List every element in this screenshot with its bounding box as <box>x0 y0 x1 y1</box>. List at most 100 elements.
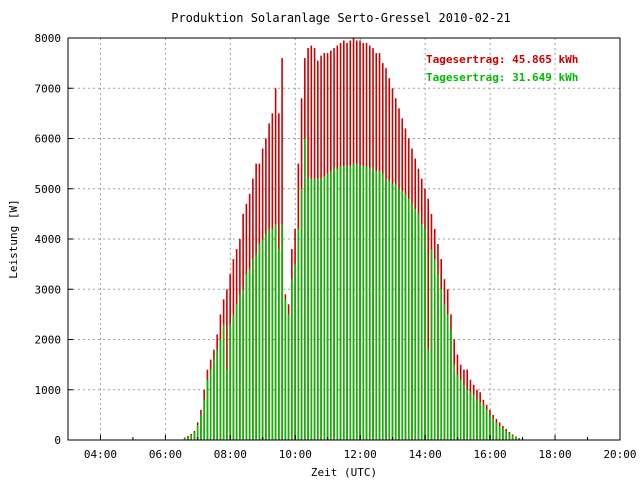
bar-series-2 <box>479 402 481 440</box>
bar-series-2 <box>291 279 293 440</box>
legend-entry-2: Tagesertrag: 31.649 kWh <box>426 71 578 84</box>
bar-series-2 <box>339 166 342 440</box>
bar-series-2 <box>446 314 449 440</box>
bar-series-2 <box>216 349 218 440</box>
bar-series-2 <box>196 424 199 440</box>
bar-series-2 <box>333 168 335 440</box>
bar-series-2 <box>222 324 225 440</box>
bar-series-2 <box>300 188 303 440</box>
y-tick-label: 8000 <box>35 32 62 45</box>
bar-series-2 <box>200 414 202 440</box>
bar-series-2 <box>232 314 235 440</box>
bar-series-2 <box>453 364 455 440</box>
bar-series-2 <box>388 181 391 440</box>
x-axis-label: Zeit (UTC) <box>311 466 377 479</box>
ticks: 04:00 06:00 08:00 10:00 12:00 14:00 16:00 18:00… <box>35 32 637 461</box>
bar-series-2 <box>394 183 397 440</box>
bar-series-2 <box>193 432 196 440</box>
bar-series-2 <box>226 369 228 440</box>
bar-series-2 <box>346 166 348 440</box>
bar-series-2 <box>261 239 264 440</box>
bar-series-2 <box>323 176 326 440</box>
bar-series-2 <box>330 171 332 440</box>
bar-series-2 <box>450 329 452 440</box>
bar-series-2 <box>427 349 430 440</box>
bar-series-2 <box>414 208 417 440</box>
chart-title: Produktion Solaranlage Serto-Gressel 201… <box>171 11 511 25</box>
bar-series-2 <box>365 166 368 440</box>
bar-series-2 <box>355 163 358 440</box>
bar-series-2 <box>274 223 277 440</box>
bar-series-2 <box>320 178 322 440</box>
bar-total <box>226 289 228 440</box>
bar-series-2 <box>343 166 345 440</box>
bar-series-2 <box>469 392 472 440</box>
bar-series-2 <box>336 168 339 440</box>
bar-series-2 <box>407 198 410 440</box>
bar-series-2 <box>420 223 423 440</box>
bar-series-2 <box>287 314 290 440</box>
bar-series-2 <box>281 223 283 440</box>
bar-series-2 <box>515 436 517 440</box>
bar-series-2 <box>411 203 413 440</box>
y-tick-label: 5000 <box>35 183 62 196</box>
bar-series-2 <box>190 434 192 440</box>
bar-series-2 <box>307 178 309 440</box>
x-tick-label: 12:00 <box>344 448 377 461</box>
bar-series-2 <box>278 249 280 440</box>
bar-series-2 <box>440 289 443 440</box>
bar-series-2 <box>284 299 287 440</box>
bar-series-2 <box>472 394 475 440</box>
bar-series-2 <box>424 228 426 440</box>
bar-series-2 <box>502 428 504 440</box>
bar-series-2 <box>495 422 498 440</box>
bar-series-2 <box>242 289 244 440</box>
bar-series-2 <box>505 430 507 440</box>
y-tick-label: 7000 <box>35 82 62 95</box>
bar-series-2 <box>258 244 261 440</box>
bar-series-2 <box>271 228 274 440</box>
bar-series-2 <box>252 259 254 440</box>
bar-series-2 <box>235 304 238 440</box>
bar-series-2 <box>248 269 251 440</box>
bar-series-2 <box>245 274 248 440</box>
bars <box>183 38 520 441</box>
x-tick-label: 10:00 <box>279 448 312 461</box>
x-tick-label: 18:00 <box>538 448 571 461</box>
bar-series-2 <box>433 259 436 440</box>
bar-series-2 <box>317 178 319 440</box>
x-tick-label: 06:00 <box>149 448 182 461</box>
bar-series-2 <box>203 399 205 440</box>
bar-series-2 <box>375 171 378 440</box>
y-tick-label: 1000 <box>35 384 62 397</box>
bar-series-2 <box>511 435 514 440</box>
bar-series-2 <box>255 254 257 440</box>
bar-series-2 <box>349 166 352 440</box>
x-tick-label: 14:00 <box>409 448 442 461</box>
bar-series-2 <box>265 233 267 440</box>
bar-series-2 <box>476 399 478 440</box>
bar-series-2 <box>459 379 462 440</box>
bar-series-2 <box>229 324 231 440</box>
bar-series-2 <box>466 389 468 440</box>
bar-series-2 <box>239 294 241 440</box>
bar-series-2 <box>404 193 407 440</box>
bar-series-2 <box>187 436 189 440</box>
bar-series-2 <box>482 404 485 440</box>
bar-series-2 <box>213 359 215 440</box>
bar-series-2 <box>372 168 374 440</box>
bar-series-2 <box>352 163 355 440</box>
bar-series-2 <box>268 228 270 440</box>
bar-series-2 <box>385 178 387 440</box>
y-tick-label: 4000 <box>35 233 62 246</box>
bar-series-2 <box>518 438 520 440</box>
x-tick-label: 16:00 <box>474 448 507 461</box>
y-tick-label: 0 <box>54 434 61 447</box>
bar-series-2 <box>297 228 300 440</box>
bar-series-2 <box>219 339 222 440</box>
bar-series-2 <box>437 274 439 440</box>
bar-series-2 <box>378 171 381 440</box>
bar-series-2 <box>398 188 400 440</box>
y-tick-label: 6000 <box>35 133 62 146</box>
